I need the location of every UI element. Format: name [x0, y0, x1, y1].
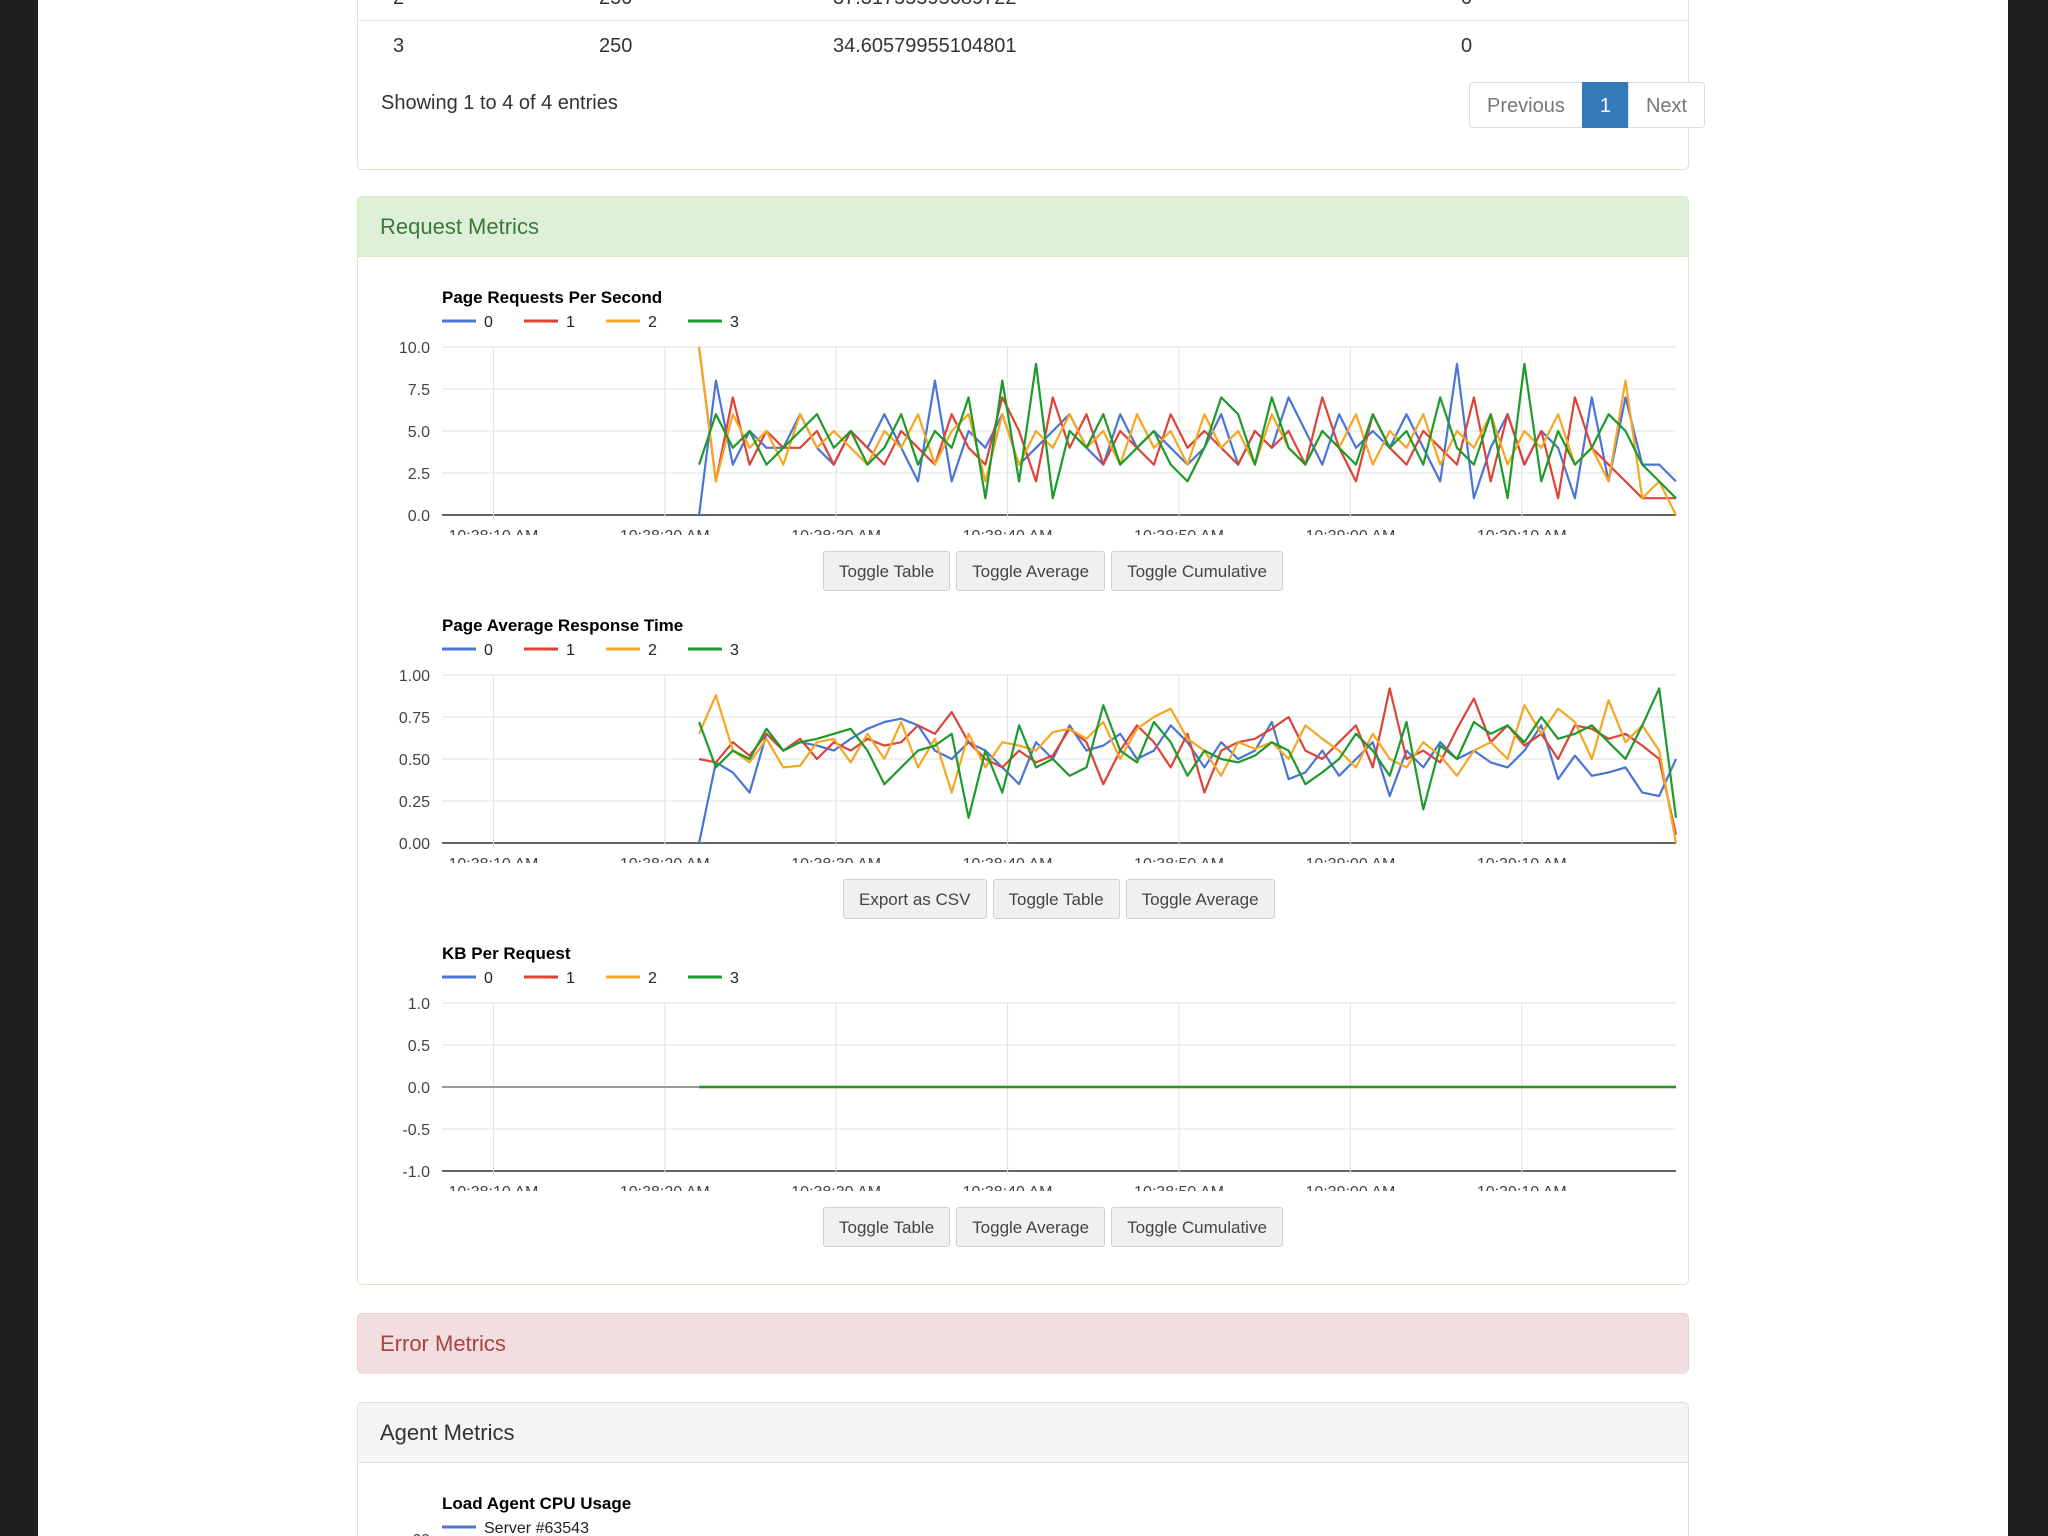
pagination: Previous 1 Next [1469, 82, 1706, 128]
request-metrics-heading[interactable]: Request Metrics [358, 197, 1688, 257]
chart-title: KB Per Request [442, 944, 571, 963]
x-tick-label: 10:39:00 AM [1305, 528, 1395, 535]
legend-label: 2 [648, 642, 657, 659]
y-tick-label: -0.5 [402, 1122, 430, 1139]
x-tick-label: 10:38:40 AM [963, 1184, 1053, 1191]
series-line-0 [698, 717, 1678, 844]
page-average-response-time-chart: Page Average Response Time 0 1 2 3 0.00 0.25 0.… [399, 616, 1678, 863]
x-tick-label: 10:38:40 AM [963, 528, 1053, 535]
x-tick-label: 10:38:30 AM [791, 856, 881, 863]
series-line-1 [698, 687, 1678, 835]
y-tick-label: 0.0 [408, 1080, 430, 1097]
x-tick-label: 10:38:30 AM [791, 1184, 881, 1191]
x-tick-label: 10:38:10 AM [448, 1184, 538, 1191]
x-tick-label: 10:38:30 AM [791, 528, 881, 535]
error-metrics-panel: Error Metrics [357, 1313, 1689, 1374]
legend-label: 1 [566, 642, 575, 659]
load-agent-cpu-usage-chart: Load Agent CPU Usage Server #63543 60 [412, 1494, 631, 1536]
legend-label: 1 [566, 314, 575, 331]
legend-label: 3 [730, 970, 739, 987]
results-table-panel: 2 250 37.31755595689722 0 3 250 34.60579… [357, 0, 1706, 170]
legend-label: 0 [484, 642, 493, 659]
chart-1-buttons: Toggle Table Toggle Average Toggle Cumul… [823, 551, 1283, 591]
x-tick-label: 10:39:10 AM [1477, 528, 1567, 535]
x-tick-label: 10:38:20 AM [620, 528, 710, 535]
chart-title: Page Average Response Time [442, 616, 683, 635]
previous-page-button[interactable]: Previous [1469, 82, 1583, 128]
agent-metrics-panel: Agent Metrics Load Agent CPU Usage Server… [357, 1402, 1689, 1536]
legend-label: Server #63543 [484, 1520, 589, 1536]
toggle-average-button[interactable]: Toggle Average [956, 551, 1106, 591]
table-cell: 34.60579955104801 [833, 35, 1017, 57]
y-tick-label: 2.5 [408, 466, 430, 483]
y-tick-label: 0.5 [408, 1038, 430, 1055]
chart-2-buttons: Export as CSV Toggle Table Toggle Averag… [843, 879, 1275, 919]
y-tick-label: 1.00 [399, 668, 430, 685]
toggle-table-button[interactable]: Toggle Table [823, 551, 951, 591]
x-tick-label: 10:38:20 AM [620, 856, 710, 863]
y-tick-label: 0.75 [399, 710, 430, 727]
toggle-cumulative-button[interactable]: Toggle Cumulative [1111, 551, 1283, 591]
chart-title: Page Requests Per Second [442, 288, 662, 307]
toggle-average-button[interactable]: Toggle Average [1125, 879, 1275, 919]
x-tick-label: 10:38:50 AM [1134, 528, 1224, 535]
toggle-table-button[interactable]: Toggle Table [823, 1207, 951, 1247]
legend-label: 3 [730, 642, 739, 659]
y-tick-label: 7.5 [408, 382, 430, 399]
toggle-table-button[interactable]: Toggle Table [992, 879, 1120, 919]
table-cell: 250 [599, 35, 633, 57]
table-cell: 2 [393, 0, 404, 10]
x-tick-label: 10:38:50 AM [1134, 1184, 1224, 1191]
y-tick-label: -1.0 [402, 1164, 430, 1181]
chart-3-buttons: Toggle Table Toggle Average Toggle Cumul… [823, 1207, 1283, 1247]
table-cell: 0 [1461, 35, 1473, 57]
page-1-button[interactable]: 1 [1581, 82, 1629, 128]
x-tick-label: 10:38:10 AM [448, 528, 538, 535]
request-metrics-panel: Request Metrics Page Requests Per Second… [357, 196, 1689, 1285]
x-tick-label: 10:39:10 AM [1477, 856, 1567, 863]
y-tick-label: 5.0 [408, 424, 430, 441]
series-line-3 [698, 362, 1677, 500]
kb-per-request-chart: KB Per Request 0 1 2 3 -1.0 -0.5 0.0 0.5 1.0 10:38… [402, 944, 1676, 1191]
table-cell: 250 [599, 0, 632, 10]
table-row: 2 250 37.31755595689722 0 [358, 0, 1688, 21]
legend-label: 0 [484, 970, 493, 987]
legend-label: 2 [648, 970, 657, 987]
x-tick-label: 10:39:00 AM [1305, 1184, 1395, 1191]
agent-metrics-heading[interactable]: Agent Metrics [358, 1403, 1688, 1463]
legend-label: 2 [648, 314, 657, 331]
legend-label: 0 [484, 314, 493, 331]
page: 2 250 37.31755595689722 0 3 250 34.60579… [38, 0, 2008, 1536]
table-cell: 3 [393, 35, 405, 57]
y-tick-label: 0.0 [408, 508, 430, 525]
legend-label: 1 [566, 970, 575, 987]
table-cell: 0 [1461, 0, 1472, 10]
x-tick-label: 10:38:40 AM [963, 856, 1053, 863]
y-tick-label: 10.0 [399, 340, 430, 357]
series-line-1 [698, 346, 1676, 500]
error-metrics-heading[interactable]: Error Metrics [358, 1314, 1688, 1374]
y-tick-label: 0.25 [399, 794, 430, 811]
y-tick-label: 0.00 [399, 836, 430, 853]
toggle-average-button[interactable]: Toggle Average [956, 1207, 1106, 1247]
x-tick-label: 10:38:50 AM [1134, 856, 1224, 863]
x-tick-label: 10:39:00 AM [1305, 856, 1395, 863]
chart-title: Load Agent CPU Usage [442, 1494, 631, 1513]
x-tick-label: 10:38:10 AM [448, 856, 538, 863]
toggle-cumulative-button[interactable]: Toggle Cumulative [1111, 1207, 1283, 1247]
table-cell: 37.31755595689722 [833, 0, 1017, 10]
page-requests-per-second-chart: Page Requests Per Second 0 1 2 3 0.0 2.5 5.0 7.5… [399, 288, 1677, 535]
y-tick-label: 0.50 [399, 752, 430, 769]
table-row: 3 250 34.60579955104801 0 [358, 20, 1688, 69]
export-csv-button[interactable]: Export as CSV [843, 879, 987, 919]
y-tick-label: 60 [412, 1532, 430, 1536]
next-page-button[interactable]: Next [1627, 82, 1706, 128]
y-tick-label: 1.0 [408, 996, 430, 1013]
x-tick-label: 10:39:10 AM [1477, 1184, 1567, 1191]
table-info-text: Showing 1 to 4 of 4 entries [381, 92, 618, 114]
x-tick-label: 10:38:20 AM [620, 1184, 710, 1191]
legend-label: 3 [730, 314, 739, 331]
series-line-3 [698, 687, 1678, 819]
